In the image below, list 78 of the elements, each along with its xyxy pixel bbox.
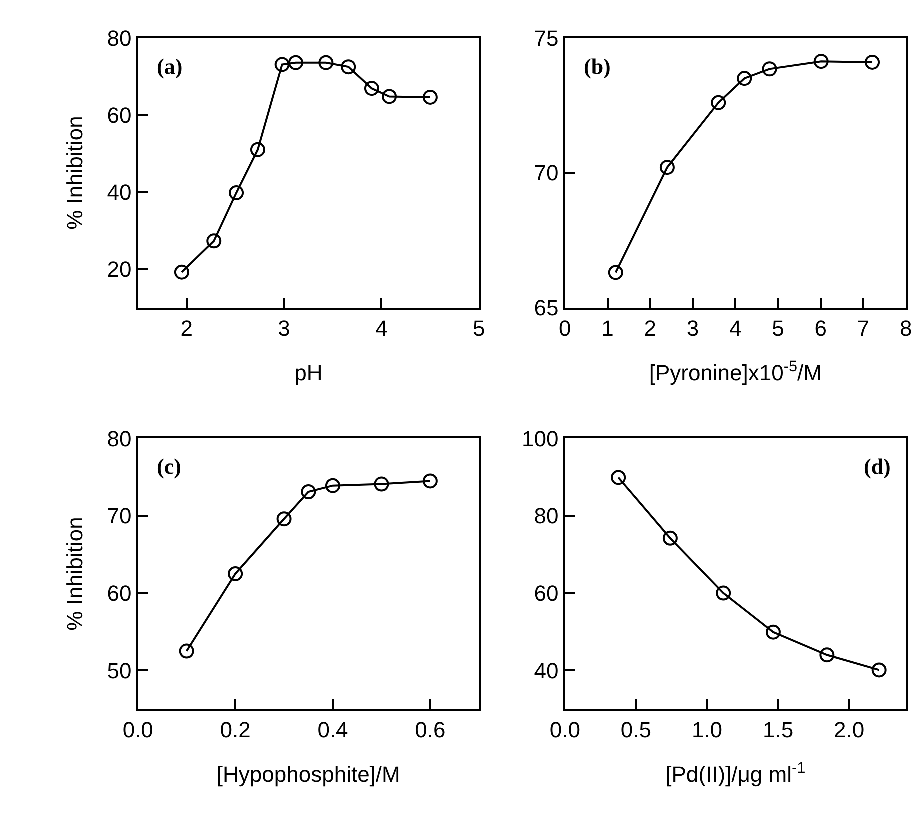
y-tick-label: 40	[534, 658, 559, 684]
y-tick-label: 60	[107, 102, 132, 128]
x-tick-label: 4	[376, 316, 388, 342]
y-tick-label: 60	[534, 580, 559, 606]
x-tick-label: 0.0	[550, 718, 580, 743]
point	[288, 55, 304, 70]
point	[276, 512, 292, 527]
x-tick-label: 2	[644, 316, 657, 342]
point	[660, 160, 675, 176]
point	[326, 478, 341, 494]
point	[206, 234, 222, 249]
point	[814, 54, 829, 70]
point	[374, 476, 390, 492]
point	[608, 265, 624, 280]
point	[301, 484, 316, 500]
point	[737, 71, 752, 86]
x-axis-title: pH	[294, 360, 323, 386]
x-tick-label: 8	[900, 316, 912, 342]
x-tick-label: 0.2	[220, 718, 251, 743]
point	[766, 624, 781, 640]
x-tick-label: 0.6	[415, 718, 446, 743]
point	[762, 62, 778, 77]
point	[274, 57, 290, 72]
point	[229, 186, 244, 200]
annotation: (d)	[864, 454, 891, 479]
point	[711, 95, 726, 110]
x-tick-label: 3	[686, 316, 700, 342]
y-axis-title: % Inhibition	[62, 116, 88, 230]
point	[662, 530, 678, 546]
point	[364, 81, 380, 96]
point	[174, 264, 190, 280]
x-tick-label: 2.0	[834, 718, 865, 743]
x-tick-label: 1.5	[763, 718, 794, 743]
y-tick-label: 80	[534, 504, 559, 529]
point	[382, 89, 398, 104]
y-axis-title: % Inhibition	[62, 517, 88, 631]
point	[865, 54, 880, 70]
annotation: (b)	[584, 54, 611, 79]
x-axis-title: [Pd(II)]/μg ml$^{-1}$	[666, 760, 806, 788]
annotation: (a)	[157, 54, 183, 79]
y-tick-label: 70	[107, 504, 132, 529]
point	[422, 474, 438, 489]
y-tick-label: 70	[534, 160, 559, 186]
y-tick-label: 40	[107, 180, 132, 205]
annotation: (c)	[157, 454, 182, 479]
x-tick-label: 0.4	[318, 718, 348, 743]
y-tick-label: 80	[107, 426, 132, 452]
point	[250, 142, 266, 158]
point	[820, 648, 835, 663]
y-tick-label: 20	[107, 256, 132, 282]
x-tick-label: 4	[730, 316, 742, 342]
point	[611, 470, 626, 486]
x-tick-label: 5	[473, 316, 486, 342]
x-axis-title: [Pyronine]x10$^{-5}$/M	[649, 358, 822, 386]
x-tick-label: 0.0	[122, 718, 154, 743]
x-tick-label: 5	[772, 316, 784, 342]
point	[422, 90, 438, 105]
x-tick-label: 6	[814, 316, 828, 342]
point	[872, 662, 887, 678]
y-tick-label: 65	[534, 295, 559, 320]
point	[341, 60, 356, 75]
y-tick-label: 100	[522, 426, 559, 452]
y-tick-label: 60	[107, 580, 132, 606]
x-tick-label: 0.5	[620, 718, 652, 743]
point	[716, 586, 732, 601]
x-tick-label: 7	[857, 316, 870, 342]
point	[228, 566, 244, 582]
x-tick-label: 3	[278, 316, 290, 342]
y-tick-label: 80	[107, 26, 132, 51]
x-tick-label: 2	[180, 316, 193, 342]
x-axis-title: [Hypophosphite]/M	[216, 762, 400, 788]
x-tick-label: 0	[559, 316, 572, 342]
x-tick-label: 1.0	[692, 718, 723, 743]
point	[318, 55, 334, 70]
y-tick-label: 50	[107, 658, 132, 684]
y-tick-label: 75	[534, 26, 559, 51]
point	[179, 644, 194, 659]
x-tick-label: 1	[602, 316, 614, 342]
